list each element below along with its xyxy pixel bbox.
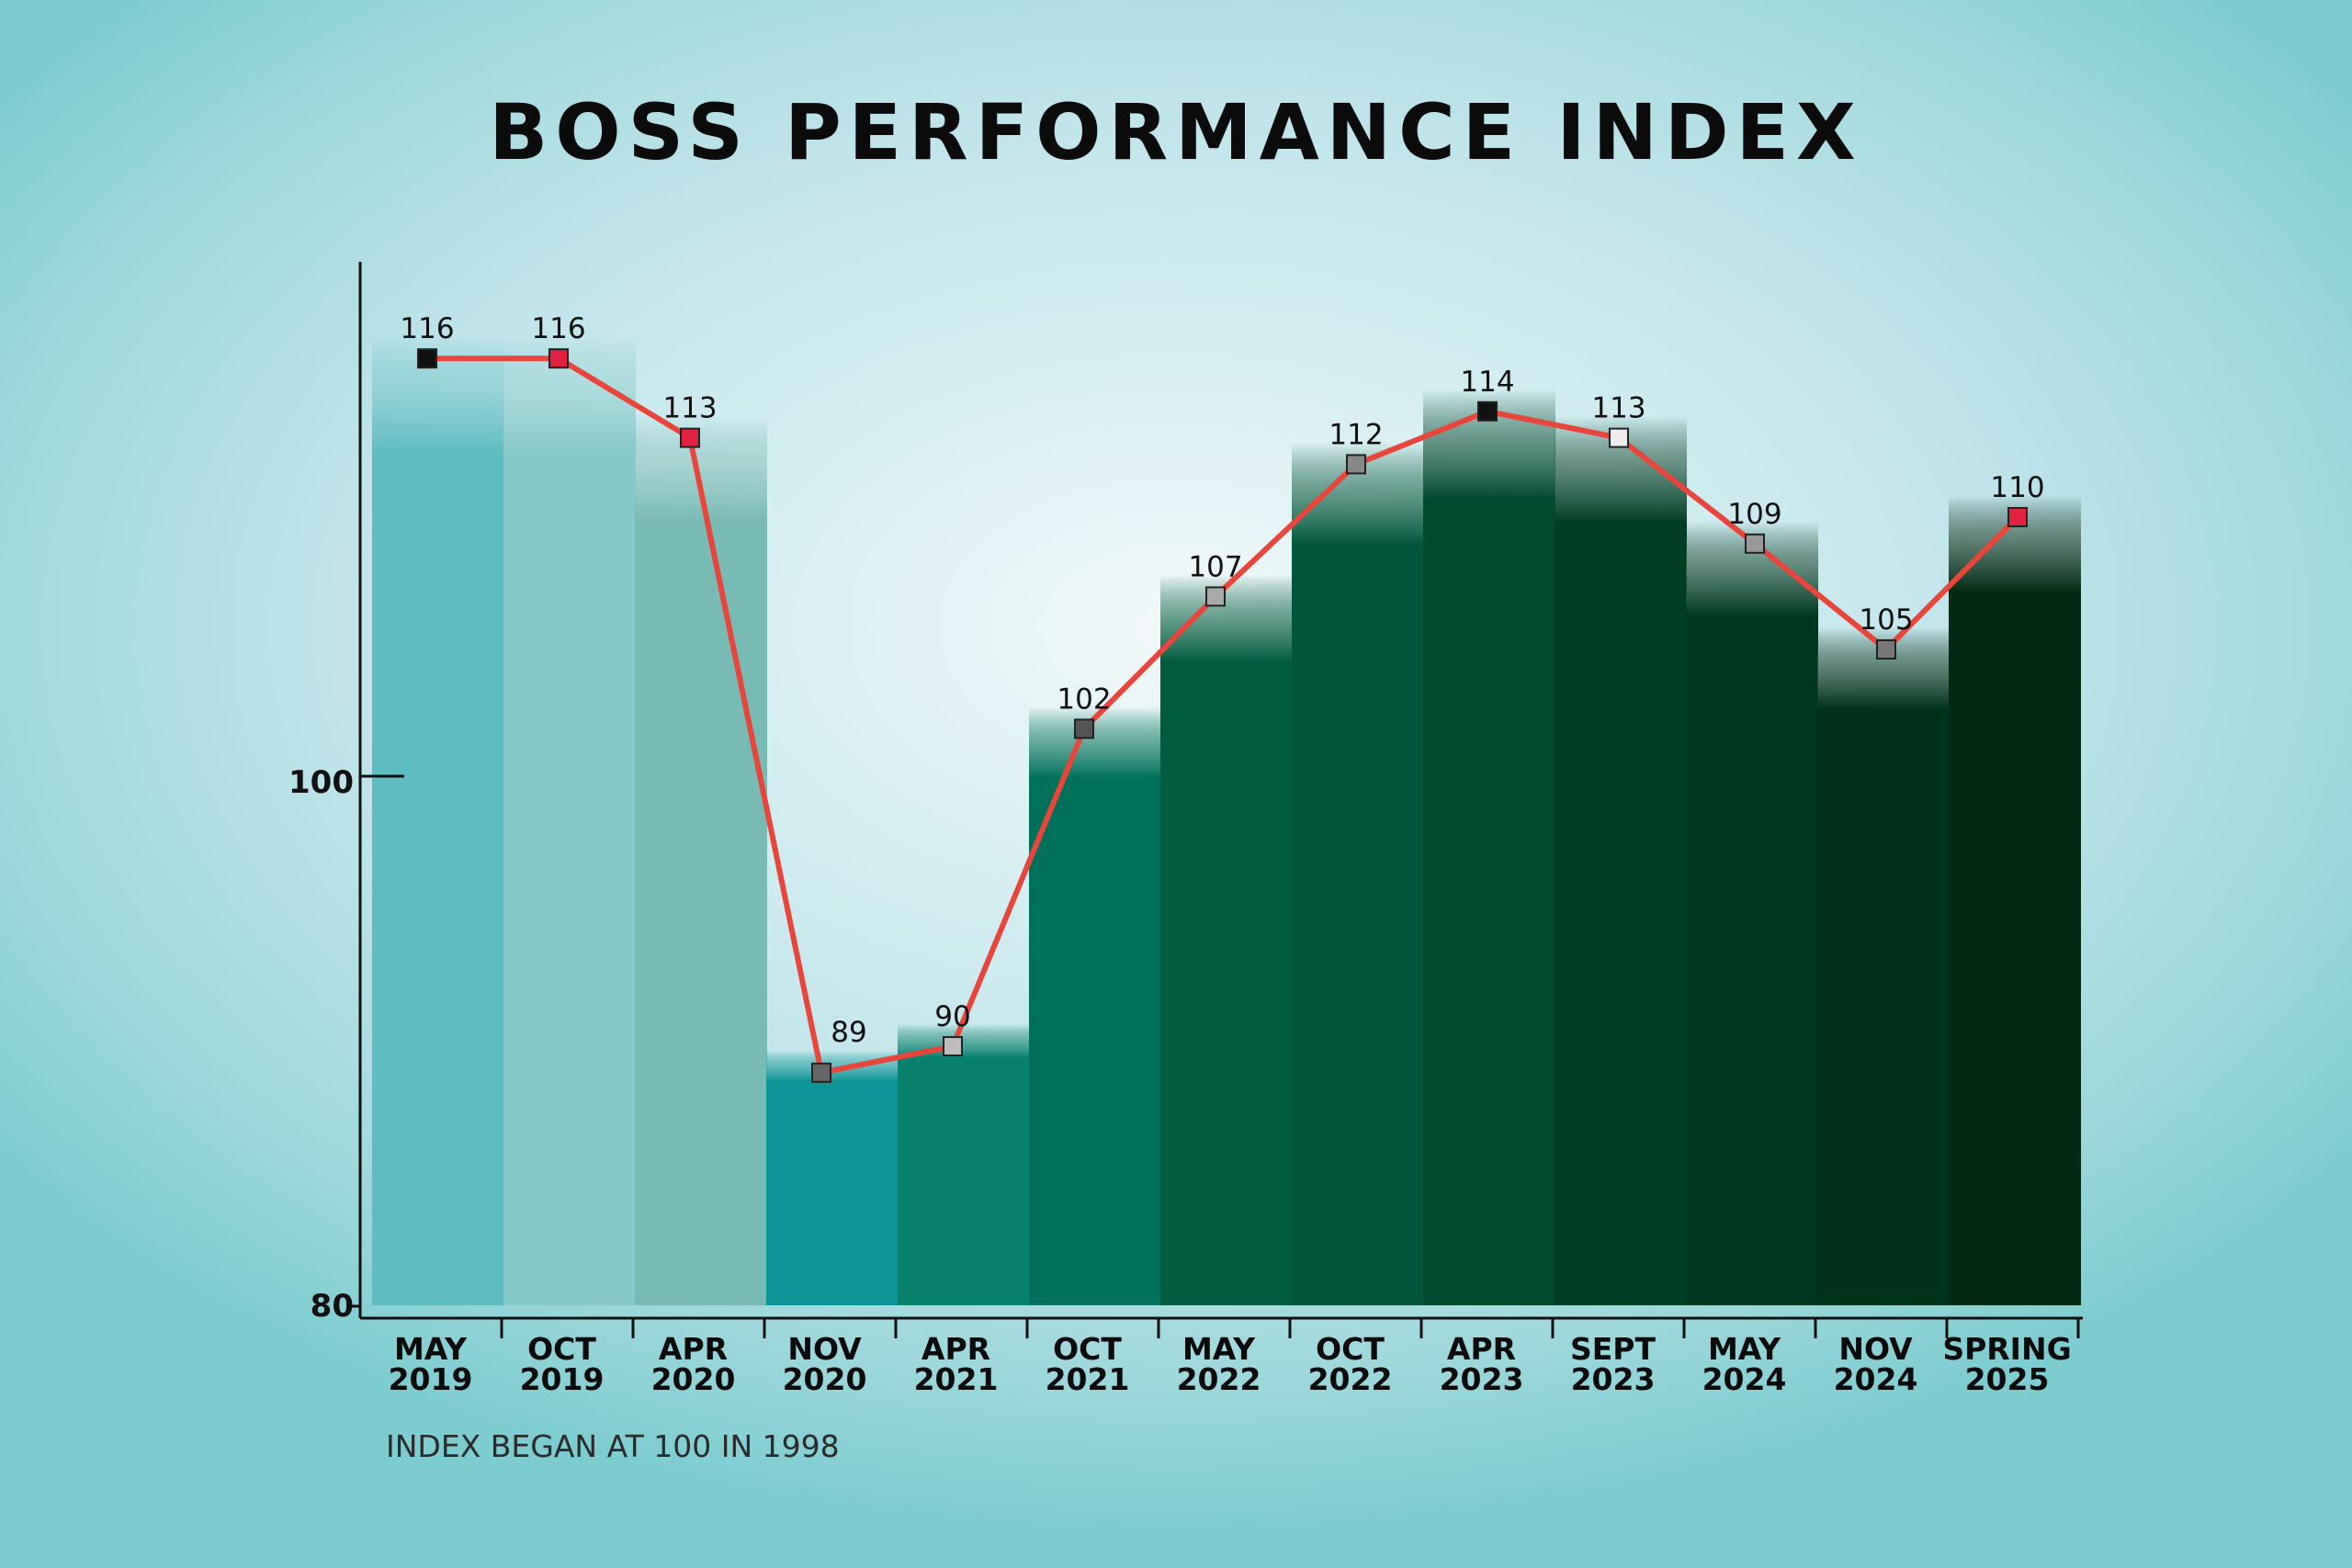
x-tick-label: 2020 [651, 1361, 736, 1397]
x-tick-label: 2021 [914, 1361, 999, 1397]
x-tick-label: 2020 [783, 1361, 867, 1397]
series-line [417, 348, 2028, 1083]
bar [1423, 389, 1555, 1305]
x-tick-label: 2022 [1177, 1361, 1261, 1397]
data-point-marker [1876, 639, 1896, 660]
bar [898, 1024, 1030, 1305]
x-tick-label: MAY [1708, 1331, 1781, 1367]
bar [635, 415, 767, 1306]
x-tick-label: 2019 [389, 1361, 473, 1397]
data-point-marker [1477, 400, 1498, 422]
data-label: 112 [1329, 418, 1383, 451]
data-point-marker [548, 348, 569, 369]
footnote: INDEX BEGAN AT 100 IN 1998 [386, 1428, 840, 1464]
x-tick-label: 2025 [1965, 1361, 2050, 1397]
data-label: 116 [400, 312, 454, 345]
x-tick-label: MAY [394, 1331, 468, 1367]
data-label: 113 [662, 392, 717, 425]
data-point-marker [1745, 533, 1765, 554]
x-tick-label: APR [922, 1331, 990, 1367]
data-label: 107 [1188, 550, 1242, 583]
bar [1160, 574, 1293, 1305]
bar [766, 1050, 899, 1305]
x-tick-label: SPRING [1942, 1331, 2071, 1367]
data-label: 90 [934, 1000, 970, 1033]
x-tick-label: 2024 [1702, 1361, 1787, 1397]
data-label: 114 [1460, 366, 1514, 399]
x-tick-label: APR [659, 1331, 728, 1367]
x-tick-label: NOV [787, 1331, 862, 1367]
x-tick-label: 2024 [1834, 1361, 1918, 1397]
data-label: 89 [831, 1016, 866, 1049]
data-point-marker [2007, 507, 2028, 527]
chart-title: BOSS PERFORMANCE INDEX [489, 87, 1863, 177]
bar [503, 336, 636, 1306]
data-label: 102 [1057, 682, 1111, 716]
data-label: 109 [1727, 498, 1781, 531]
x-tick-label: 2019 [520, 1361, 605, 1397]
x-tick-label: OCT [527, 1331, 596, 1367]
bar [1817, 627, 1950, 1305]
y-tick-label: 100 [288, 764, 354, 801]
data-label: 116 [531, 312, 585, 345]
bar [1686, 521, 1818, 1305]
data-point-marker [417, 348, 437, 369]
x-tick-label: 2023 [1571, 1361, 1656, 1397]
data-label: 113 [1591, 392, 1645, 425]
data-point-marker [1346, 454, 1366, 475]
data-point-marker [811, 1062, 831, 1083]
data-labels: MAY2019OCT2019APR2020NOV2020APR2021OCT20… [389, 312, 2072, 1397]
bar [1292, 442, 1424, 1305]
data-point-marker [1205, 586, 1226, 607]
x-tick-label: OCT [1316, 1331, 1385, 1367]
bar [372, 336, 504, 1306]
data-point-marker [680, 427, 700, 448]
x-tick-label: 2023 [1440, 1361, 1524, 1397]
x-tick-label: APR [1447, 1331, 1516, 1367]
x-tick-label: 2022 [1308, 1361, 1393, 1397]
data-label: 110 [1990, 471, 2044, 504]
x-tick-label: 2021 [1046, 1361, 1130, 1397]
axes: 80 100 [288, 262, 2083, 1338]
x-tick-label: MAY [1182, 1331, 1256, 1367]
x-tick-label: OCT [1053, 1331, 1122, 1367]
bar [1555, 415, 1687, 1306]
data-point-marker [1074, 718, 1094, 739]
data-point-marker [943, 1036, 963, 1056]
data-label: 105 [1859, 604, 1913, 637]
x-tick-label: SEPT [1570, 1331, 1656, 1367]
bar [1949, 495, 2081, 1305]
x-tick-label: NOV [1838, 1331, 1913, 1367]
bars [372, 336, 2081, 1306]
y-tick-label: 80 [311, 1288, 354, 1325]
bar [1029, 706, 1161, 1305]
data-point-marker [1609, 427, 1629, 448]
